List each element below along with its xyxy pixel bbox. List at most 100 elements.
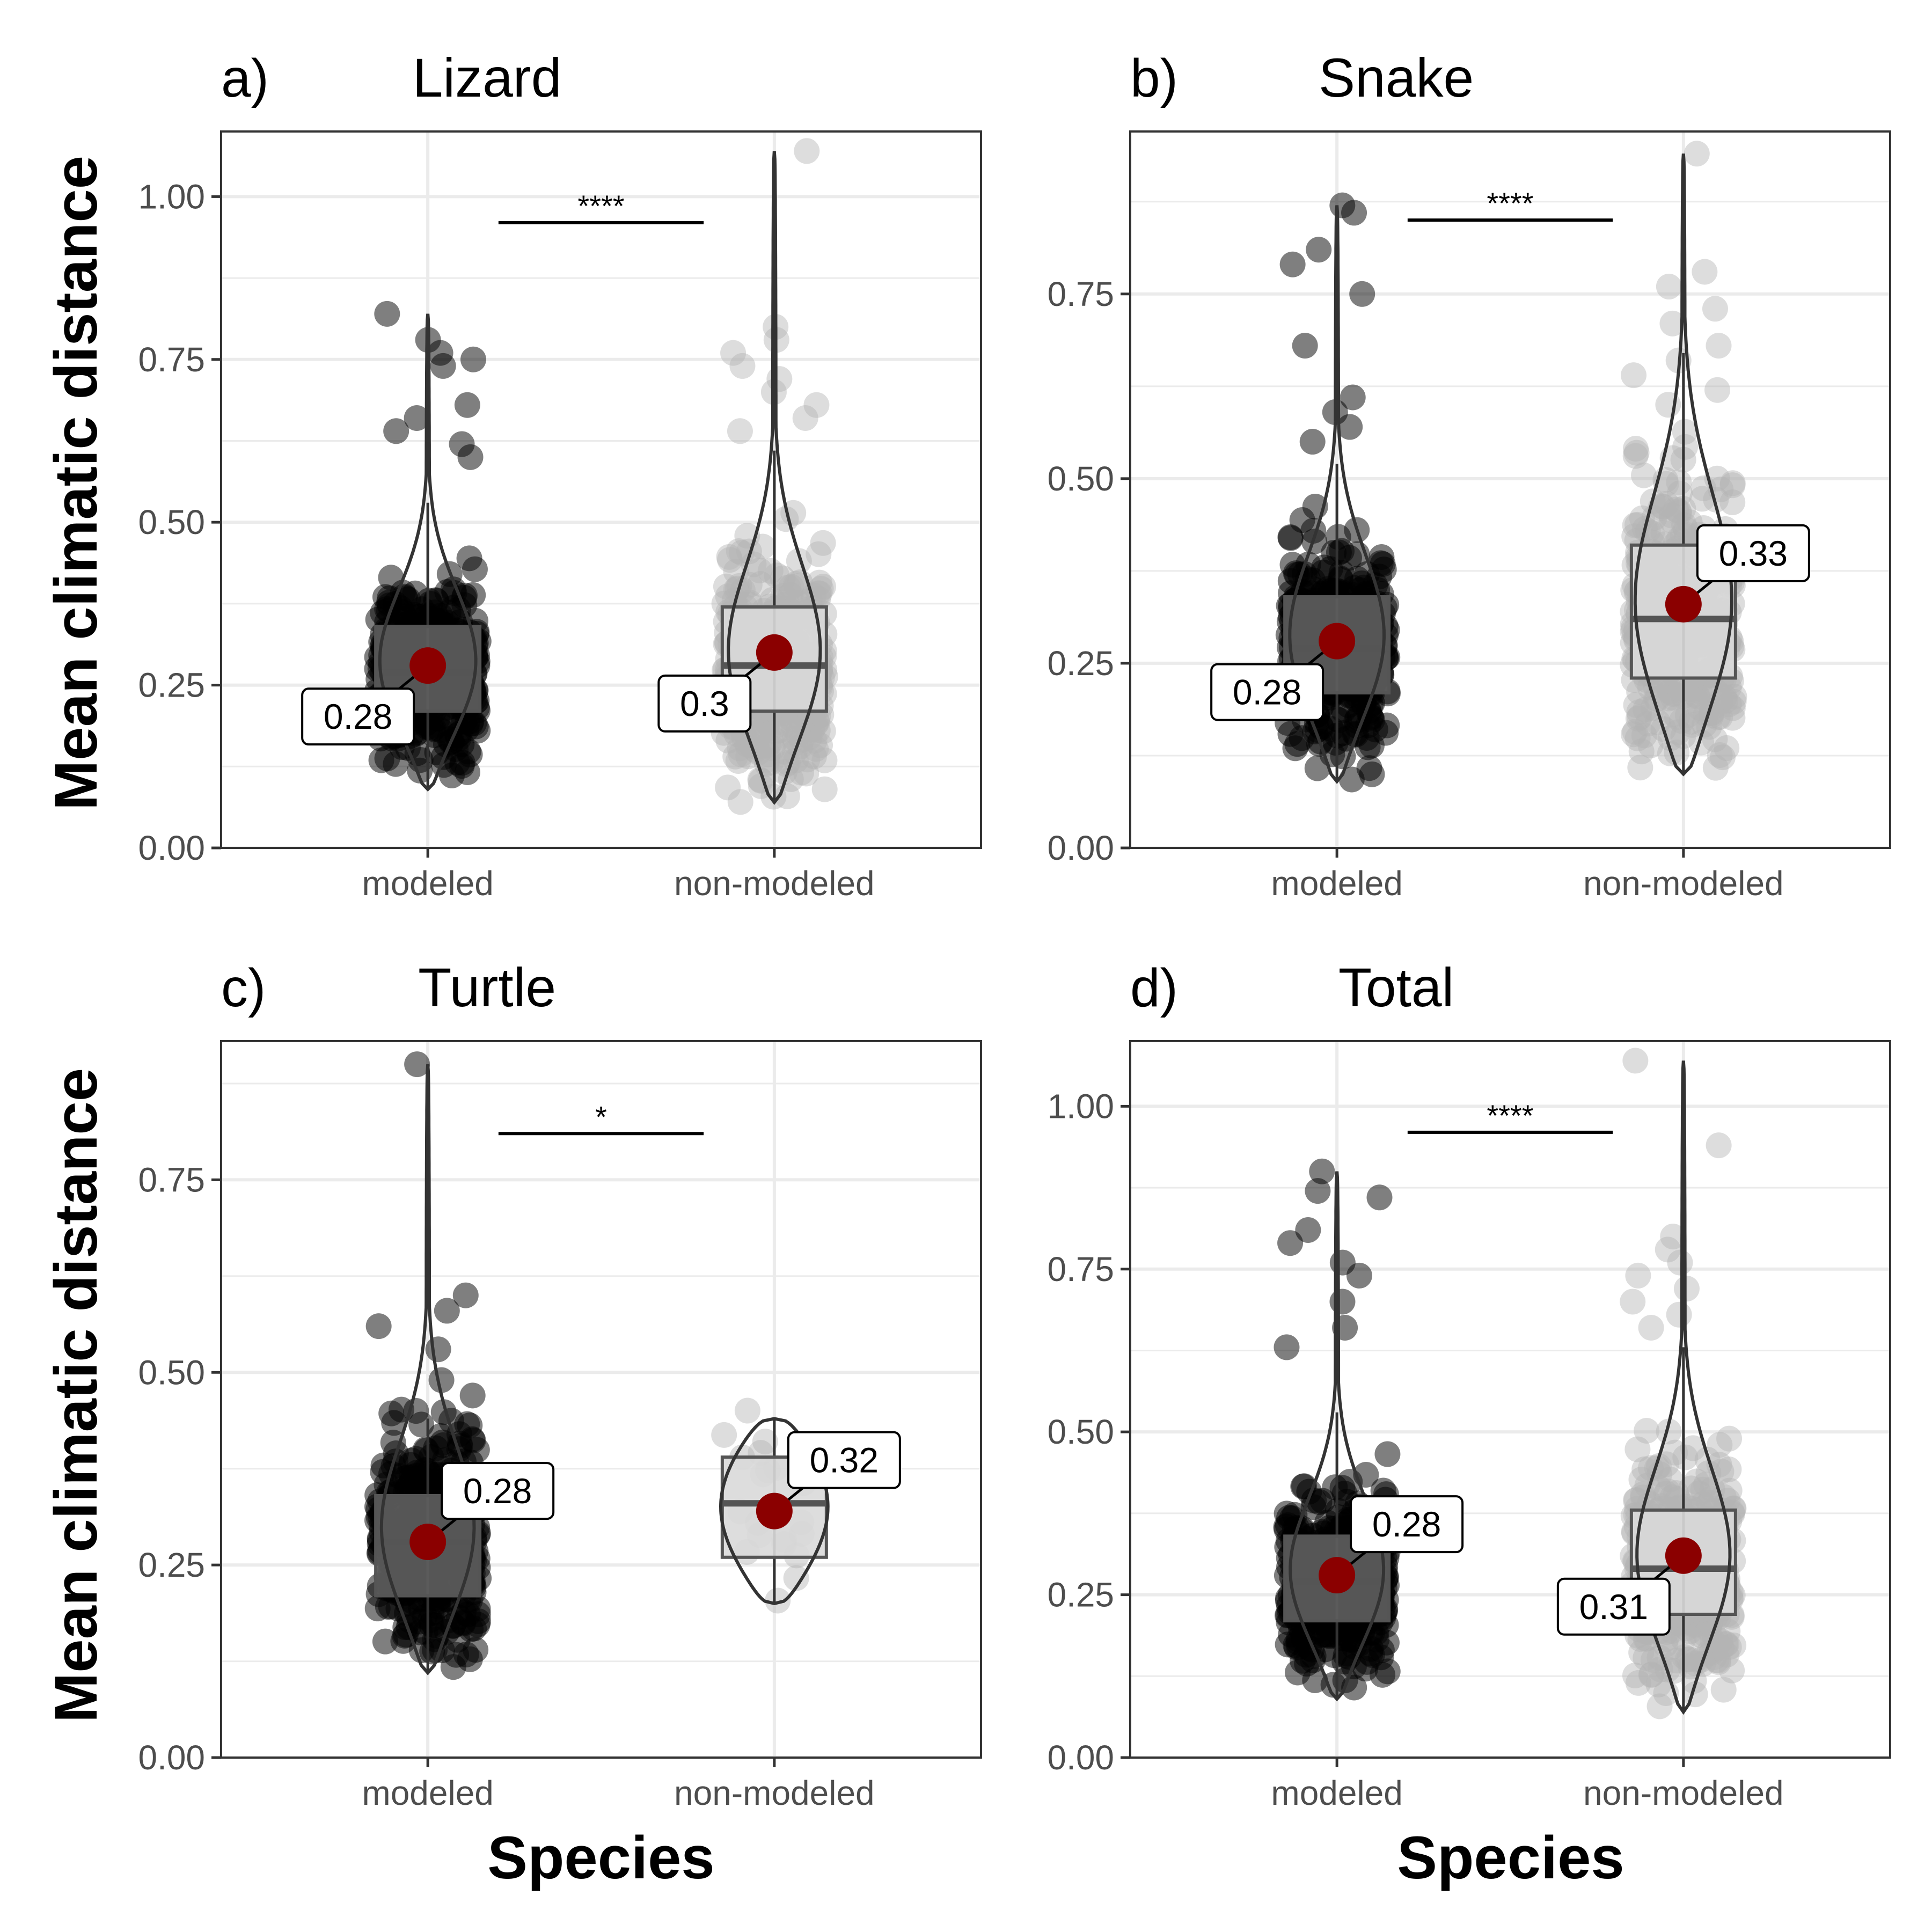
jitter-point — [1721, 689, 1747, 715]
y-tick-label: 0.50 — [138, 503, 205, 541]
jitter-point — [1646, 1693, 1673, 1719]
jitter-point — [1672, 434, 1699, 460]
jitter-point-high — [1337, 414, 1363, 440]
y-tick-label: 0.00 — [138, 829, 205, 867]
significance-label: **** — [1487, 1099, 1533, 1132]
jitter-point-high — [460, 346, 486, 372]
jitter-point — [773, 585, 799, 611]
jitter-point-high — [1306, 237, 1332, 263]
jitter-point — [465, 718, 491, 744]
jitter-point — [1631, 462, 1657, 488]
jitter-point — [1709, 744, 1736, 771]
mean-label-box — [1210, 663, 1324, 721]
jitter-point — [378, 565, 404, 591]
jitter-point — [801, 582, 827, 609]
x-tick-label: modeled — [362, 1774, 494, 1812]
jitter-point — [1622, 719, 1648, 745]
jitter-point — [758, 728, 784, 754]
jitter-point — [778, 582, 804, 608]
panel-lizard: 0.00 0.25 0.50 0.75 1.00 0.28 0.3 **** modeled no… — [138, 47, 982, 903]
jitter-point — [806, 569, 832, 596]
y-tick-label: 0.50 — [1047, 459, 1114, 498]
jitter-point — [1634, 1417, 1660, 1444]
y-axis-title-bottom: Mean climatic distance — [42, 1068, 109, 1723]
panel-background — [1130, 131, 1890, 848]
group-modeled: 0.28 — [1210, 192, 1401, 793]
jitter-point — [755, 732, 781, 758]
mean-label: 0.28 — [324, 697, 392, 736]
jitter-point-high — [1638, 1315, 1664, 1341]
jitter-point — [368, 747, 394, 773]
jitter-point-high — [365, 1313, 392, 1340]
y-tick-label: 0.75 — [138, 340, 205, 379]
jitter-point — [728, 741, 754, 767]
mean-point — [756, 634, 793, 671]
jitter-point — [801, 743, 827, 770]
group-non-modeled: 0.3 — [657, 138, 838, 815]
jitter-point-high — [1684, 141, 1710, 167]
jitter-point-high — [1277, 1230, 1304, 1256]
jitter-point-high — [1625, 1262, 1651, 1289]
jitter-point — [757, 558, 784, 584]
panel-background — [1130, 1041, 1890, 1758]
panel-title: Turtle — [418, 957, 556, 1018]
jitter-point — [784, 573, 810, 599]
jitter-point — [756, 708, 782, 734]
jitter-point-high — [454, 392, 480, 418]
x-tick-label: non-modeled — [1583, 1774, 1784, 1812]
jitter-point — [758, 749, 784, 775]
jitter-point — [1661, 680, 1687, 707]
mean-point — [1319, 623, 1356, 660]
jitter-point — [807, 732, 833, 758]
jitter-point — [1657, 1466, 1684, 1492]
jitter-point — [1719, 1657, 1745, 1684]
y-tick-label: 0.00 — [1047, 1738, 1114, 1777]
jitter-point — [1336, 545, 1362, 571]
mean-label: 0.3 — [680, 684, 729, 723]
jitter-point — [727, 735, 753, 762]
jitter-point — [1716, 674, 1742, 700]
panel-turtle: 0.00 0.25 0.50 0.75 0.28 0.32 * modeled non-mode… — [138, 957, 982, 1812]
jitter-point — [764, 562, 790, 589]
panel-total: 0.00 0.25 0.50 0.75 1.00 0.28 0.31 **** modeled n… — [1047, 957, 1891, 1812]
jitter-point-high — [794, 138, 820, 164]
mean-label: 0.33 — [1719, 533, 1788, 573]
jitter-point-high — [459, 1382, 486, 1409]
violin-outline — [1288, 205, 1386, 784]
jitter-point — [1661, 701, 1687, 727]
jitter-point — [803, 707, 830, 734]
mean-label: 0.32 — [810, 1440, 879, 1480]
jitter-point-high — [1329, 1289, 1356, 1315]
jitter-point — [765, 712, 792, 738]
jitter-point-high — [1274, 1334, 1300, 1360]
jitter-point-high — [1706, 1132, 1732, 1159]
jitter-point — [1326, 707, 1352, 733]
jitter-point — [1374, 1441, 1401, 1467]
group-non-modeled: 0.33 — [1620, 141, 1810, 781]
jitter-point — [1626, 699, 1652, 725]
y-tick-label: 0.25 — [138, 1546, 205, 1584]
panel-snake: 0.00 0.25 0.50 0.75 0.28 0.33 **** modeled non-m… — [1047, 47, 1891, 903]
jitter-point — [456, 545, 482, 572]
x-tick-label: non-modeled — [674, 864, 875, 903]
violin-outline — [378, 313, 478, 792]
jitter-point — [1627, 755, 1653, 781]
jitter-point — [753, 713, 780, 739]
y-tick-label: 0.25 — [1047, 1576, 1114, 1614]
jitter-point — [1656, 676, 1682, 702]
mean-point — [756, 1492, 793, 1529]
jitter-point — [715, 728, 742, 754]
jitter-point — [770, 565, 796, 591]
x-tick-label: modeled — [362, 864, 494, 903]
jitter-point — [808, 576, 834, 602]
jitter-point — [454, 1411, 480, 1437]
jitter-point — [1693, 701, 1719, 727]
significance-label: **** — [577, 189, 624, 223]
jitter-point — [747, 558, 773, 584]
jitter-point — [786, 548, 812, 574]
mean-point — [409, 1524, 447, 1561]
jitter-point — [1684, 683, 1710, 709]
jitter-point — [723, 576, 749, 603]
y-tick-label: 0.75 — [1047, 275, 1114, 313]
jitter-point — [804, 709, 830, 735]
